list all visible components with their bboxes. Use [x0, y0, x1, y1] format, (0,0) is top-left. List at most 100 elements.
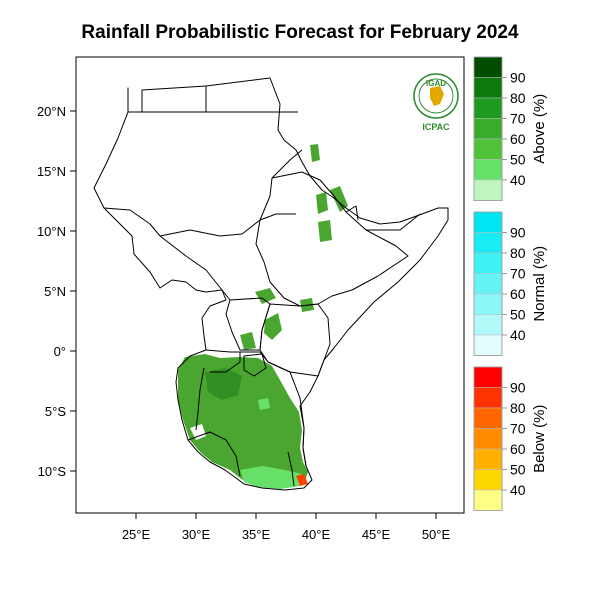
- lat-tick-label: 0°: [54, 344, 66, 359]
- legend-above: 90 80 70 60 50 40 Above (%): [473, 56, 548, 201]
- lon-tick-label: 50°E: [422, 527, 451, 542]
- forecast-light-spot-center: [258, 398, 270, 410]
- legend-swatch: [473, 387, 503, 409]
- legend-label: 60: [510, 441, 526, 457]
- legend-swatch: [473, 407, 503, 429]
- logo-africa-icon: [430, 86, 444, 106]
- below-normal-spot: [296, 474, 308, 486]
- border-djibouti: [345, 205, 359, 221]
- legend-label: 50: [510, 462, 526, 478]
- map-frame: [75, 56, 465, 514]
- legend-label: 80: [510, 90, 526, 106]
- forecast-eritrea-patch: [330, 186, 348, 212]
- border-sudan-west: [103, 207, 161, 237]
- igad-logo: IGAD ICPAC: [413, 73, 459, 132]
- legend-label: 80: [510, 400, 526, 416]
- legend-swatch: [473, 138, 503, 160]
- legend-label: 70: [510, 421, 526, 437]
- lat-tick-label: 5°N: [44, 284, 66, 299]
- legend-label: 90: [510, 225, 526, 241]
- legend-swatch: [473, 97, 503, 119]
- border-somalia-ethiopia: [366, 213, 421, 231]
- lake-tanganyika: [195, 367, 205, 431]
- legend-group: 90 80 70 60 50 40 Above (%) 90 80 70 60 50 40 Normal …: [473, 56, 548, 511]
- legend-swatch: [473, 469, 503, 491]
- legend-swatch: [473, 293, 503, 315]
- lat-tick-label: 10°N: [37, 224, 66, 239]
- legend-swatch: [473, 179, 503, 201]
- legend-swatch: [473, 366, 503, 388]
- legend-label: 80: [510, 245, 526, 261]
- legend-swatch: [473, 428, 503, 450]
- border-rwanda-burundi: [205, 349, 241, 373]
- legend-swatch: [473, 77, 503, 99]
- country-borders: [93, 77, 449, 491]
- lon-tick-label: 45°E: [362, 527, 391, 542]
- forecast-ethiopia-patch-2: [318, 220, 332, 242]
- logo-top-text: IGAD: [426, 79, 446, 88]
- legend-label: 40: [510, 482, 526, 498]
- border-eritrea: [271, 149, 303, 179]
- lat-tick-label: 15°N: [37, 164, 66, 179]
- legend-swatch: [473, 211, 503, 233]
- lon-tick-label: 25°E: [122, 527, 151, 542]
- border-tanzania-zambia: [187, 431, 241, 477]
- legend-label: 90: [510, 70, 526, 86]
- legend-label: 50: [510, 152, 526, 168]
- logo-wreath-icon: [413, 73, 459, 119]
- latitude-ticks: 20°N 15°N 10°N 5°N 0° 5°S 10°S: [37, 104, 76, 479]
- legend-label: 90: [510, 380, 526, 396]
- border-sudan-southsudan: [159, 213, 296, 237]
- legend-label: 40: [510, 172, 526, 188]
- legend-border: [473, 56, 503, 201]
- legend-border: [473, 211, 503, 356]
- lake-nyasa: [287, 451, 295, 487]
- legend-swatch: [473, 273, 503, 295]
- legend-normal: 90 80 70 60 50 40 Normal (%): [473, 211, 548, 356]
- forecast-east-africa-patch-2: [255, 288, 276, 304]
- lon-tick-label: 30°E: [182, 527, 211, 542]
- border-ethiopia: [255, 171, 409, 307]
- forecast-dark-patch: [205, 368, 242, 400]
- forecast-east-africa-patch-1: [264, 313, 282, 340]
- chart-title: Rainfall Probabilistic Forecast for Febr…: [81, 22, 519, 43]
- legend-swatch: [473, 252, 503, 274]
- legend-label: 70: [510, 111, 526, 127]
- lat-tick-label: 10°S: [38, 464, 67, 479]
- lon-tick-label: 35°E: [242, 527, 271, 542]
- lon-tick-label: 40°E: [302, 527, 331, 542]
- forecast-east-africa-patch-3: [240, 332, 256, 350]
- forecast-red-sea-coast-patch: [310, 144, 320, 162]
- lat-tick-label: 20°N: [37, 104, 66, 119]
- longitude-ticks: 25°E 30°E 35°E 40°E 45°E 50°E: [122, 513, 451, 542]
- forecast-shading: [178, 144, 348, 489]
- legend-label: 60: [510, 286, 526, 302]
- legend-border: [473, 366, 503, 511]
- legend-swatch: [473, 159, 503, 181]
- region-outline: [93, 77, 449, 491]
- legend-label: 50: [510, 307, 526, 323]
- legend-swatch: [473, 232, 503, 254]
- legend-swatch: [473, 314, 503, 336]
- border-uganda: [225, 297, 271, 351]
- forecast-light-south: [240, 466, 302, 489]
- legend-swatch: [473, 489, 503, 511]
- logo-bottom-text: ICPAC: [422, 122, 450, 132]
- forecast-light-spot-west: [190, 424, 206, 440]
- legend-swatch: [473, 334, 503, 356]
- legend-title: Above (%): [531, 94, 548, 164]
- border-southsudan-west: [159, 235, 231, 301]
- legend-below: 90 80 70 60 50 40 Below (%): [473, 366, 548, 511]
- legend-title: Below (%): [531, 405, 548, 473]
- legend-label: 70: [510, 266, 526, 282]
- legend-swatch: [473, 448, 503, 470]
- legend-title: Normal (%): [531, 246, 548, 322]
- legend-swatch: [473, 56, 503, 78]
- legend-label: 40: [510, 327, 526, 343]
- lake-victoria: [243, 353, 267, 377]
- forecast-ethiopia-patch-1: [316, 192, 328, 214]
- legend-swatch: [473, 118, 503, 140]
- legend-label: 60: [510, 131, 526, 147]
- lat-tick-label: 5°S: [45, 404, 66, 419]
